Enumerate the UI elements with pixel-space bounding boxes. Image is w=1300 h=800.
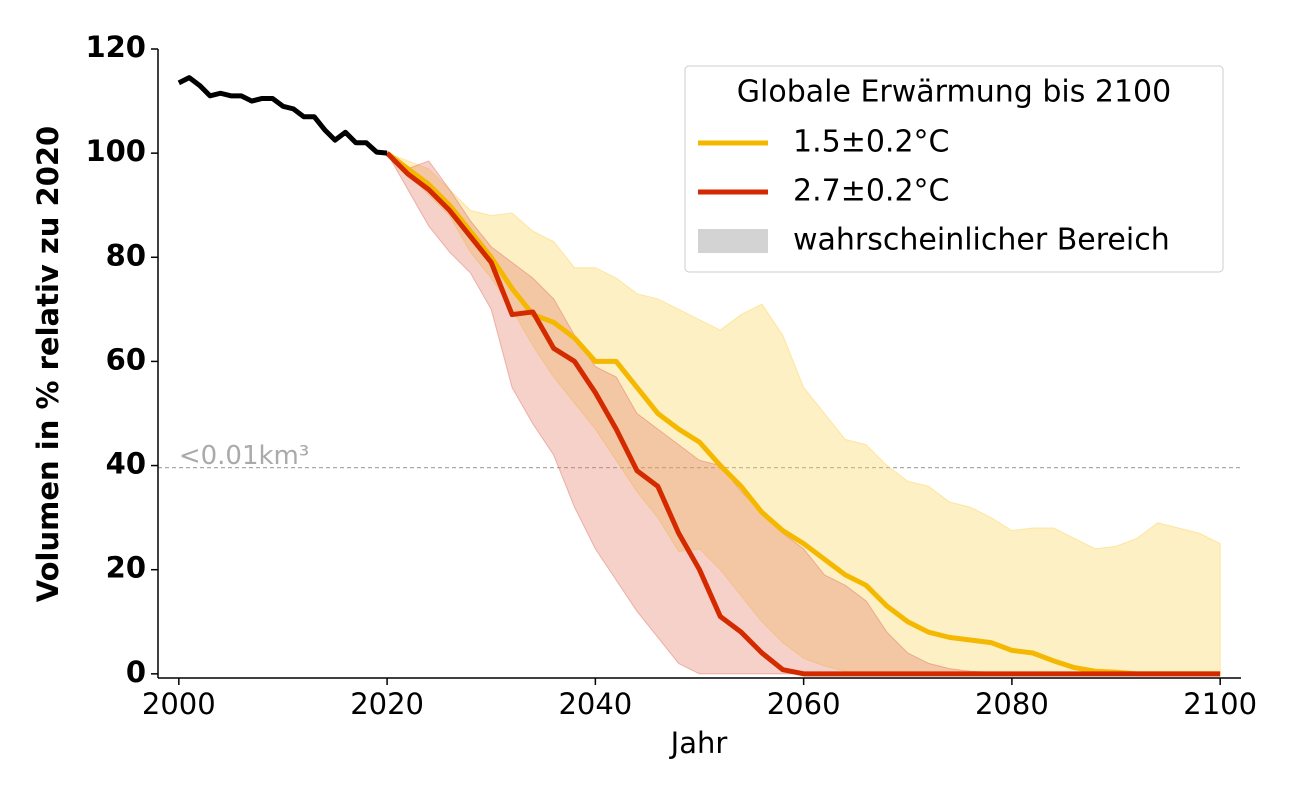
series-line xyxy=(385,151,1221,677)
y-tick-label: 80 xyxy=(106,238,146,272)
legend-box xyxy=(684,65,1224,273)
y-tick-label: 60 xyxy=(106,342,146,376)
historical-line xyxy=(177,75,388,156)
legend-title: Globale Erwärmung bis 2100 xyxy=(737,75,1171,110)
y-tick-label: 100 xyxy=(85,134,146,168)
reference-label: <0.01km³ xyxy=(179,441,309,471)
x-tick-label: 2060 xyxy=(767,687,841,721)
likely-range-band xyxy=(386,152,1221,675)
legend-label: wahrscheinlicher Bereich xyxy=(793,223,1170,258)
x-tick-label: 2080 xyxy=(975,687,1049,721)
x-tick-label: 2100 xyxy=(1183,687,1257,721)
likely-range-band xyxy=(386,152,1221,675)
legend-label: 2.7±0.2°C xyxy=(793,174,950,209)
y-tick-label: 0 xyxy=(126,655,146,689)
legend-label: 1.5±0.2°C xyxy=(793,125,950,160)
y-tick-label: 20 xyxy=(106,551,146,585)
y-tick-label: 120 xyxy=(85,30,146,64)
series-line xyxy=(385,151,1221,677)
legend-swatch xyxy=(698,229,768,253)
x-axis-label: Jahr xyxy=(669,726,728,760)
x-tick-label: 2020 xyxy=(350,687,424,721)
x-tick-label: 2040 xyxy=(558,687,632,721)
y-tick-label: 40 xyxy=(106,447,146,481)
x-tick-label: 2000 xyxy=(142,687,216,721)
legend: Globale Erwärmung bis 2100 1.5±0.2°C 2.7±0… xyxy=(684,65,1224,273)
y-axis-label: Volumen in % relativ zu 2020 xyxy=(31,126,65,602)
